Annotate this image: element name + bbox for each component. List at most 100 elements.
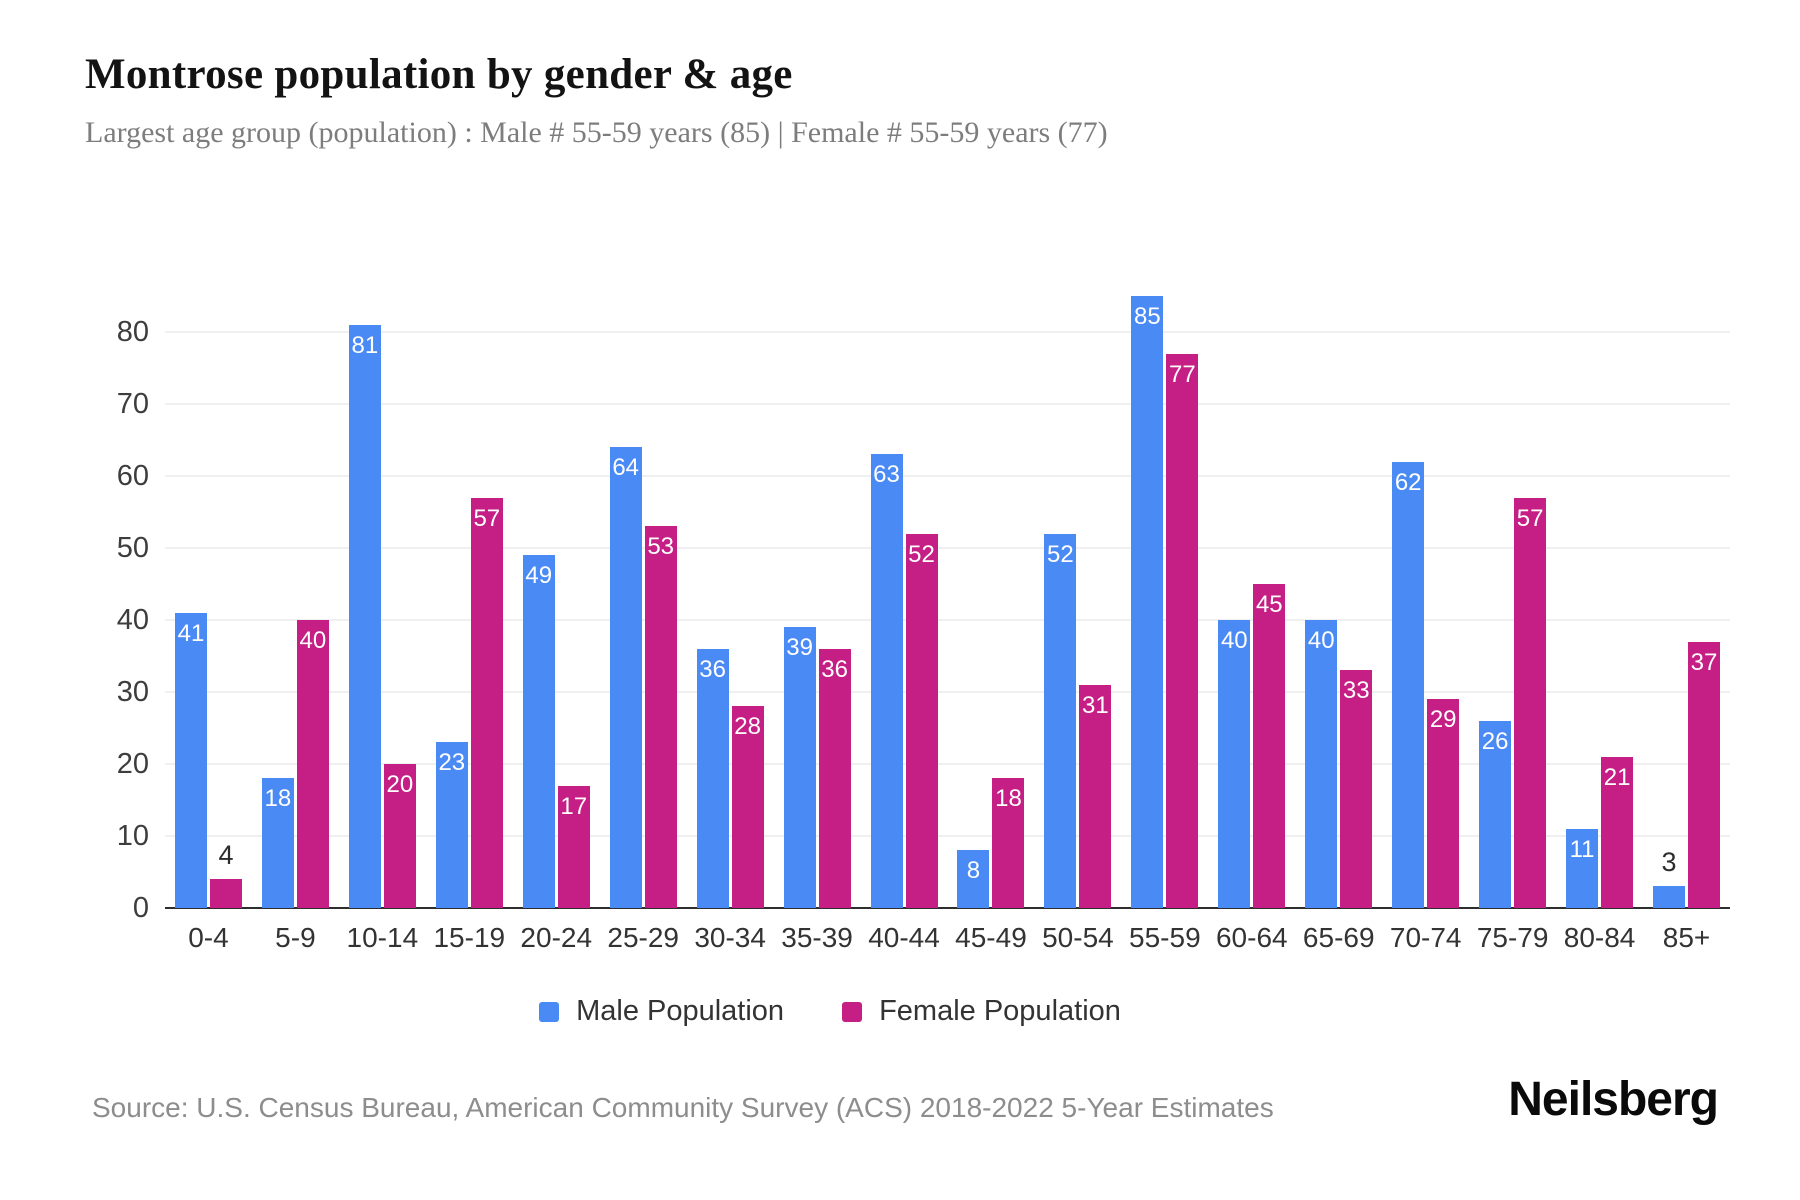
bar-male-35-39[interactable] xyxy=(783,627,816,908)
bar-value-male-0-4: 41 xyxy=(177,619,205,647)
bar-value-female-85+: 37 xyxy=(1690,648,1718,676)
bar-male-15-19[interactable] xyxy=(435,742,468,908)
bar-value-male-5-9: 18 xyxy=(264,785,292,813)
bar-male-45-49[interactable] xyxy=(957,850,990,908)
bar-male-65-69[interactable] xyxy=(1305,620,1338,908)
bar-male-75-79[interactable] xyxy=(1479,720,1512,908)
bar-value-male-40-44: 63 xyxy=(873,461,900,489)
bar-value-female-50-54: 31 xyxy=(1082,691,1109,719)
x-axis-tick-70-74: 70-74 xyxy=(1389,922,1462,953)
bar-male-40-44[interactable] xyxy=(870,454,903,908)
x-axis-tick-50-54: 50-54 xyxy=(1042,922,1114,953)
gridline-y-10 xyxy=(165,835,1730,837)
bar-value-female-25-29: 53 xyxy=(647,533,675,561)
bar-value-female-15-19: 57 xyxy=(473,504,501,532)
bar-female-85+[interactable] xyxy=(1688,641,1721,908)
bar-female-55-59[interactable] xyxy=(1166,353,1199,908)
bar-value-male-70-74: 62 xyxy=(1394,468,1422,496)
gridline-y-50 xyxy=(165,547,1730,549)
bar-value-female-35-39: 36 xyxy=(821,655,848,683)
gridline-y-20 xyxy=(165,763,1730,765)
bar-female-10-14[interactable] xyxy=(383,764,416,908)
x-axis-tick-15-19: 15-19 xyxy=(433,922,506,953)
gridline-y-70 xyxy=(165,403,1730,405)
male-series-swatch-icon xyxy=(539,1001,560,1022)
bar-female-30-34[interactable] xyxy=(731,706,764,908)
bar-male-5-9[interactable] xyxy=(261,778,294,908)
bar-male-25-29[interactable] xyxy=(609,447,642,908)
bar-value-male-80-84: 11 xyxy=(1569,835,1595,863)
x-axis-tick-45-49: 45-49 xyxy=(955,922,1027,953)
bar-female-35-39[interactable] xyxy=(818,648,851,908)
bar-female-5-9[interactable] xyxy=(296,620,329,908)
x-axis-tick-75-79: 75-79 xyxy=(1476,922,1549,953)
legend-item-female[interactable]: Female Population xyxy=(842,995,1121,1028)
bar-female-75-79[interactable] xyxy=(1514,497,1547,908)
bar-value-male-20-24: 49 xyxy=(525,562,553,590)
bar-female-80-84[interactable] xyxy=(1601,756,1634,908)
y-axis-tick-70: 70 xyxy=(116,388,149,420)
bar-value-male-25-29: 64 xyxy=(612,454,640,482)
x-axis-tick-30-34: 30-34 xyxy=(694,922,766,953)
bar-female-50-54[interactable] xyxy=(1079,684,1112,908)
x-axis-tick-25-29: 25-29 xyxy=(607,922,679,953)
bar-chart-plot-area: 0 10 20 30 40 50 60 70 80 41 4 0-4 18 40 5-9 81 20 10-14 2… xyxy=(117,250,1730,953)
bar-value-female-45-49: 18 xyxy=(995,785,1022,813)
gridline-y-30 xyxy=(165,691,1730,693)
bar-female-25-29[interactable] xyxy=(644,526,677,908)
x-axis-line xyxy=(165,907,1730,909)
bar-female-65-69[interactable] xyxy=(1340,670,1373,908)
bar-male-70-74[interactable] xyxy=(1392,461,1425,908)
bar-value-male-75-79: 26 xyxy=(1481,727,1509,755)
bar-male-0-4[interactable] xyxy=(174,612,207,908)
bar-value-female-5-9: 40 xyxy=(299,627,327,654)
x-axis-tick-10-14: 10-14 xyxy=(346,922,419,953)
bar-value-male-60-64: 40 xyxy=(1220,627,1248,654)
bar-male-50-54[interactable] xyxy=(1044,533,1077,908)
bar-value-female-10-14: 20 xyxy=(386,771,414,798)
bar-value-female-65-69: 33 xyxy=(1342,677,1370,705)
bar-female-70-74[interactable] xyxy=(1427,699,1460,908)
bar-female-0-4[interactable] xyxy=(209,879,242,908)
bar-female-60-64[interactable] xyxy=(1253,584,1286,908)
bar-value-female-30-34: 28 xyxy=(734,713,761,741)
bar-male-30-34[interactable] xyxy=(696,648,729,908)
bar-value-female-80-84: 21 xyxy=(1603,763,1631,791)
legend-item-male[interactable]: Male Population xyxy=(539,995,784,1028)
chart-subtitle: Largest age group (population) : Male # … xyxy=(85,116,1108,149)
y-axis-tick-50: 50 xyxy=(116,532,149,564)
bar-female-45-49[interactable] xyxy=(992,778,1025,908)
bar-male-85+[interactable] xyxy=(1653,886,1686,908)
x-axis-tick-35-39: 35-39 xyxy=(781,922,853,953)
bar-value-female-20-24: 17 xyxy=(560,792,588,820)
bar-value-female-70-74: 29 xyxy=(1429,706,1457,734)
bar-value-male-50-54: 52 xyxy=(1047,540,1074,568)
bar-male-55-59[interactable] xyxy=(1131,296,1164,908)
bar-male-60-64[interactable] xyxy=(1218,620,1251,908)
bar-male-80-84[interactable] xyxy=(1566,828,1599,908)
x-axis-tick-85+: 85+ xyxy=(1662,922,1711,953)
source-note: Source: U.S. Census Bureau, American Com… xyxy=(92,1092,1274,1123)
gridline-y-80 xyxy=(165,331,1730,333)
bar-value-female-55-59: 77 xyxy=(1169,360,1196,388)
x-axis-tick-40-44: 40-44 xyxy=(868,922,940,953)
y-axis-tick-0: 0 xyxy=(132,892,149,924)
bar-value-male-30-34: 36 xyxy=(699,655,726,683)
x-axis-tick-20-24: 20-24 xyxy=(520,922,593,953)
bar-female-15-19[interactable] xyxy=(470,497,503,908)
bar-value-male-35-39: 39 xyxy=(786,634,813,662)
bar-value-male-15-19: 23 xyxy=(438,749,466,777)
bar-female-20-24[interactable] xyxy=(557,785,590,908)
x-axis-tick-65-69: 65-69 xyxy=(1302,922,1375,953)
neilsberg-logo: Neilsberg xyxy=(1508,1073,1719,1126)
bar-value-female-60-64: 45 xyxy=(1255,591,1283,618)
x-axis-tick-0-4: 0-4 xyxy=(188,922,229,953)
gridline-y-60 xyxy=(165,475,1730,477)
bar-male-10-14[interactable] xyxy=(348,324,381,908)
bar-male-20-24[interactable] xyxy=(522,555,555,908)
legend-label-female: Female Population xyxy=(879,995,1121,1027)
bar-value-male-45-49: 8 xyxy=(966,857,981,885)
x-axis-tick-60-64: 60-64 xyxy=(1215,922,1288,953)
bar-female-40-44[interactable] xyxy=(905,533,938,908)
bar-value-male-55-59: 85 xyxy=(1134,303,1161,330)
